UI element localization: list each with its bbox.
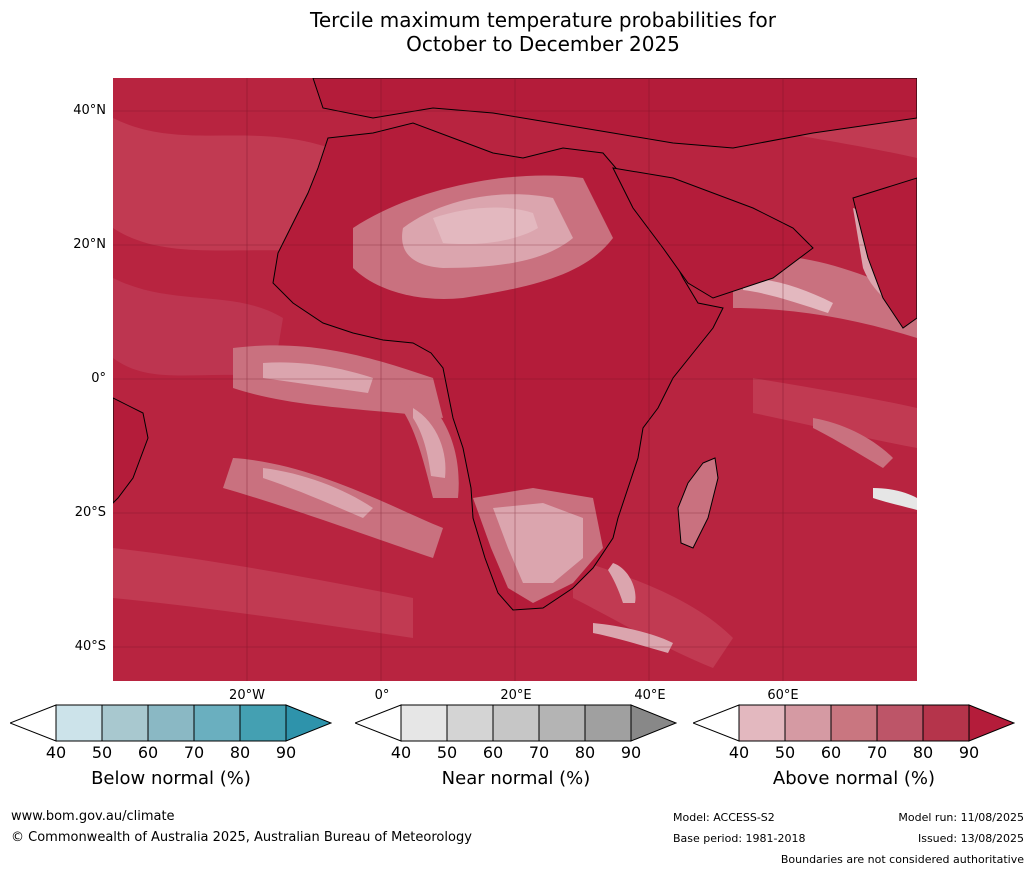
title-line-2: October to December 2025 bbox=[406, 32, 680, 56]
tick: 80 bbox=[574, 743, 596, 762]
lat-label-20s: 20°S bbox=[74, 505, 106, 520]
tick: 60 bbox=[820, 743, 842, 762]
map-svg bbox=[113, 78, 917, 681]
india-coast bbox=[852, 177, 917, 329]
title-line-1: Tercile maximum temperature probabilitie… bbox=[310, 8, 776, 32]
tick: 90 bbox=[620, 743, 642, 762]
tick: 60 bbox=[137, 743, 159, 762]
tick: 90 bbox=[958, 743, 980, 762]
above-normal-colorbar bbox=[693, 704, 1015, 742]
tick: 70 bbox=[183, 743, 205, 762]
footer-copyright: © Commonwealth of Australia 2025, Austra… bbox=[11, 830, 472, 845]
tick: 40 bbox=[728, 743, 750, 762]
southern-africa-light bbox=[493, 503, 583, 583]
tick: 80 bbox=[912, 743, 934, 762]
lat-label-40s: 40°S bbox=[74, 639, 106, 654]
tick: 50 bbox=[774, 743, 796, 762]
lon-label-60e: 60°E bbox=[767, 688, 799, 703]
footer-base-period: Base period: 1981-2018 bbox=[673, 832, 806, 845]
tick: 50 bbox=[91, 743, 113, 762]
tick: 70 bbox=[866, 743, 888, 762]
below-normal-label: Below normal (%) bbox=[91, 768, 251, 789]
arabian-peninsula bbox=[612, 167, 814, 299]
above-normal-label: Above normal (%) bbox=[772, 768, 936, 789]
europe-coast bbox=[312, 78, 917, 149]
footer-issued: Issued: 13/08/2025 bbox=[917, 832, 1024, 845]
near-normal-colorbar bbox=[355, 704, 677, 742]
footer-url[interactable]: www.bom.gov.au/climate bbox=[11, 809, 175, 824]
graticule bbox=[113, 78, 917, 681]
below-normal-colorbar bbox=[10, 704, 332, 742]
lat-label-20n: 20°N bbox=[73, 237, 106, 252]
tick: 80 bbox=[229, 743, 251, 762]
lat-label-40n: 40°N bbox=[73, 103, 106, 118]
south-america-coast bbox=[113, 397, 149, 504]
sahara-lightest bbox=[433, 207, 538, 245]
near-normal-label: Near normal (%) bbox=[441, 768, 591, 789]
tick: 70 bbox=[528, 743, 550, 762]
probability-map bbox=[113, 78, 917, 681]
tick: 40 bbox=[390, 743, 412, 762]
footer-disclaimer: Boundaries are not considered authoritat… bbox=[780, 853, 1024, 866]
lon-label-40e: 40°E bbox=[634, 688, 666, 703]
tick: 90 bbox=[275, 743, 297, 762]
footer-model: Model: ACCESS-S2 bbox=[673, 811, 775, 824]
tick: 40 bbox=[45, 743, 67, 762]
tick: 50 bbox=[436, 743, 458, 762]
tick: 60 bbox=[482, 743, 504, 762]
map-title: Tercile maximum temperature probabilitie… bbox=[0, 8, 1035, 56]
lon-label-0: 0° bbox=[374, 688, 390, 703]
lon-label-20w: 20°W bbox=[229, 688, 265, 703]
footer-model-run: Model run: 11/08/2025 bbox=[898, 811, 1024, 824]
madagascar bbox=[677, 457, 719, 549]
lat-label-0: 0° bbox=[91, 371, 106, 386]
lon-label-20e: 20°E bbox=[500, 688, 532, 703]
